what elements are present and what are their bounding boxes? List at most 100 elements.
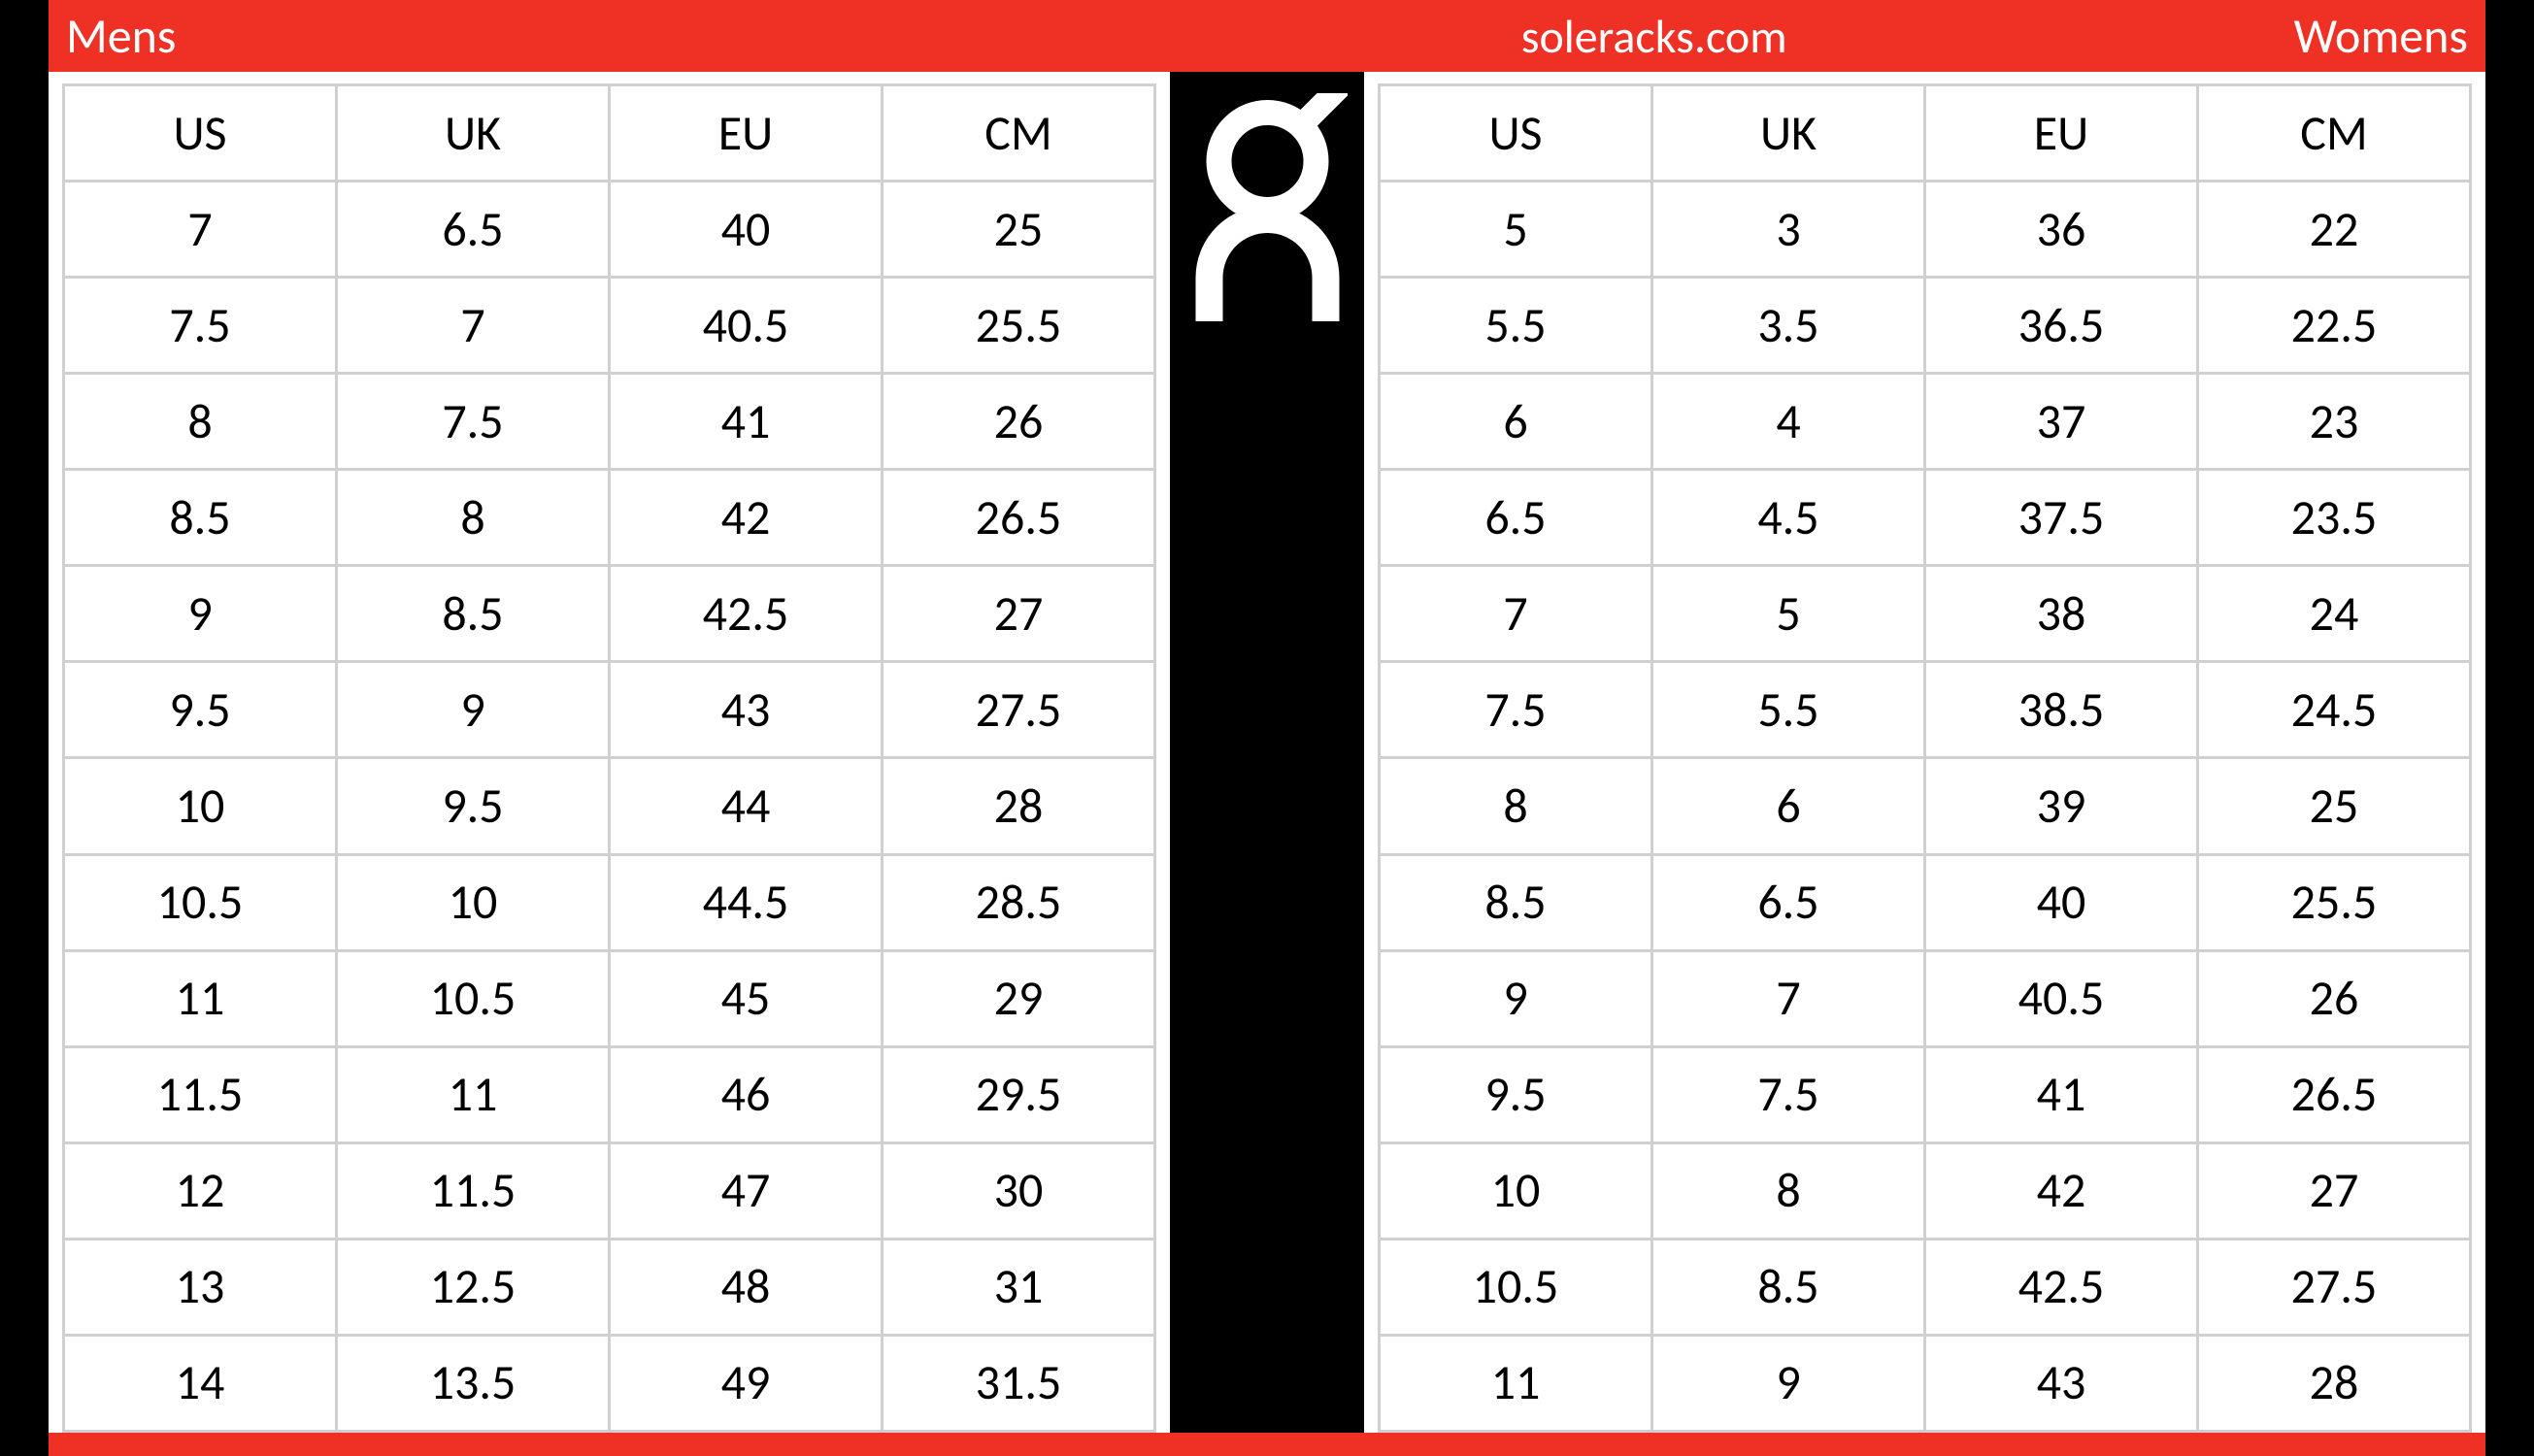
footer-bar — [49, 1433, 2485, 1456]
cell: 26 — [2198, 950, 2471, 1046]
cell: 10 — [64, 758, 337, 854]
cell: 10.5 — [337, 950, 610, 1046]
table-row: 753824 — [1380, 566, 2471, 662]
col-header: CM — [883, 85, 1155, 182]
table-row: 9740.526 — [1380, 950, 2471, 1046]
cell: 41 — [610, 374, 883, 470]
cell: 37 — [1925, 374, 2198, 470]
cell: 4.5 — [1652, 470, 1925, 566]
cell: 29.5 — [883, 1046, 1155, 1142]
cell: 9 — [337, 662, 610, 758]
cell: 6 — [1652, 758, 1925, 854]
cell: 5.5 — [1380, 278, 1652, 374]
table-row: 10.58.542.527.5 — [1380, 1239, 2471, 1335]
table-row: 11.5114629.5 — [64, 1046, 1155, 1142]
mens-table-wrap: US UK EU CM 76.54025 7.5740.525.5 87.541… — [49, 72, 1170, 1433]
table-row: 109.54428 — [64, 758, 1155, 854]
cell: 11.5 — [337, 1142, 610, 1239]
cell: 44.5 — [610, 854, 883, 950]
mens-label: Mens — [66, 7, 176, 66]
table-row: 9.57.54126.5 — [1380, 1046, 2471, 1142]
cell: 26.5 — [883, 470, 1155, 566]
cell: 42.5 — [1925, 1239, 2198, 1335]
footer-left-cap — [0, 1433, 49, 1456]
col-header: US — [1380, 85, 1652, 182]
cell: 44 — [610, 758, 883, 854]
header-mid-gap — [1170, 0, 1364, 72]
womens-table-wrap: US UK EU CM 533622 5.53.536.522.5 643723… — [1364, 72, 2485, 1433]
cell: 6 — [1380, 374, 1652, 470]
cell: 3.5 — [1652, 278, 1925, 374]
cell: 46 — [610, 1046, 883, 1142]
cell: 11 — [1380, 1335, 1652, 1431]
cell: 5 — [1652, 566, 1925, 662]
cell: 11 — [64, 950, 337, 1046]
col-header: UK — [337, 85, 610, 182]
cell: 31.5 — [883, 1335, 1155, 1431]
cell: 9 — [1380, 950, 1652, 1046]
cell: 5.5 — [1652, 662, 1925, 758]
womens-label: Womens — [2294, 7, 2468, 66]
cell: 9 — [1652, 1335, 1925, 1431]
col-header: UK — [1652, 85, 1925, 182]
cell: 8 — [1380, 758, 1652, 854]
cell: 36.5 — [1925, 278, 2198, 374]
cell: 7.5 — [337, 374, 610, 470]
cell: 42.5 — [610, 566, 883, 662]
cell: 27 — [883, 566, 1155, 662]
table-row: 7.5740.525.5 — [64, 278, 1155, 374]
cell: 12.5 — [337, 1239, 610, 1335]
table-row: 6.54.537.523.5 — [1380, 470, 2471, 566]
cell: 28 — [883, 758, 1155, 854]
cell: 7 — [1380, 566, 1652, 662]
cell: 6.5 — [1380, 470, 1652, 566]
cell: 10 — [337, 854, 610, 950]
cell: 7 — [1652, 950, 1925, 1046]
cell: 4 — [1652, 374, 1925, 470]
footer-row — [0, 1433, 2534, 1456]
cell: 22 — [2198, 182, 2471, 278]
cell: 8 — [64, 374, 337, 470]
cell: 10 — [1380, 1142, 1652, 1239]
cell: 26.5 — [2198, 1046, 2471, 1142]
left-side-bar — [0, 72, 49, 1433]
cell: 40 — [1925, 854, 2198, 950]
womens-size-table: US UK EU CM 533622 5.53.536.522.5 643723… — [1378, 83, 2472, 1433]
table-row: 98.542.527 — [64, 566, 1155, 662]
cell: 27.5 — [883, 662, 1155, 758]
cell: 25.5 — [883, 278, 1155, 374]
table-row: 643723 — [1380, 374, 2471, 470]
cell: 6.5 — [1652, 854, 1925, 950]
table-row: 863925 — [1380, 758, 2471, 854]
cell: 7.5 — [64, 278, 337, 374]
table-row: 1312.54831 — [64, 1239, 1155, 1335]
cell: 38.5 — [1925, 662, 2198, 758]
table-row: 8.56.54025.5 — [1380, 854, 2471, 950]
cell: 43 — [610, 662, 883, 758]
cell: 23.5 — [2198, 470, 2471, 566]
table-row: 1084227 — [1380, 1142, 2471, 1239]
table-row: 533622 — [1380, 182, 2471, 278]
cell: 38 — [1925, 566, 2198, 662]
cell: 40.5 — [610, 278, 883, 374]
header-left-cap — [0, 0, 49, 72]
col-header: CM — [2198, 85, 2471, 182]
cell: 8.5 — [1652, 1239, 1925, 1335]
cell: 23 — [2198, 374, 2471, 470]
cell: 31 — [883, 1239, 1155, 1335]
table-row: 10.51044.528.5 — [64, 854, 1155, 950]
cell: 8 — [337, 470, 610, 566]
table-row: 76.54025 — [64, 182, 1155, 278]
content-row: US UK EU CM 76.54025 7.5740.525.5 87.541… — [0, 72, 2534, 1433]
cell: 42 — [610, 470, 883, 566]
cell: 13.5 — [337, 1335, 610, 1431]
header-row: Mens soleracks.com Womens — [0, 0, 2534, 72]
cell: 29 — [883, 950, 1155, 1046]
table-row: 8.584226.5 — [64, 470, 1155, 566]
cell: 43 — [1925, 1335, 2198, 1431]
cell: 8.5 — [64, 470, 337, 566]
table-row: 1194328 — [1380, 1335, 2471, 1431]
size-chart-container: Mens soleracks.com Womens US UK EU CM 76… — [0, 0, 2534, 1456]
cell: 11 — [337, 1046, 610, 1142]
cell: 25.5 — [2198, 854, 2471, 950]
